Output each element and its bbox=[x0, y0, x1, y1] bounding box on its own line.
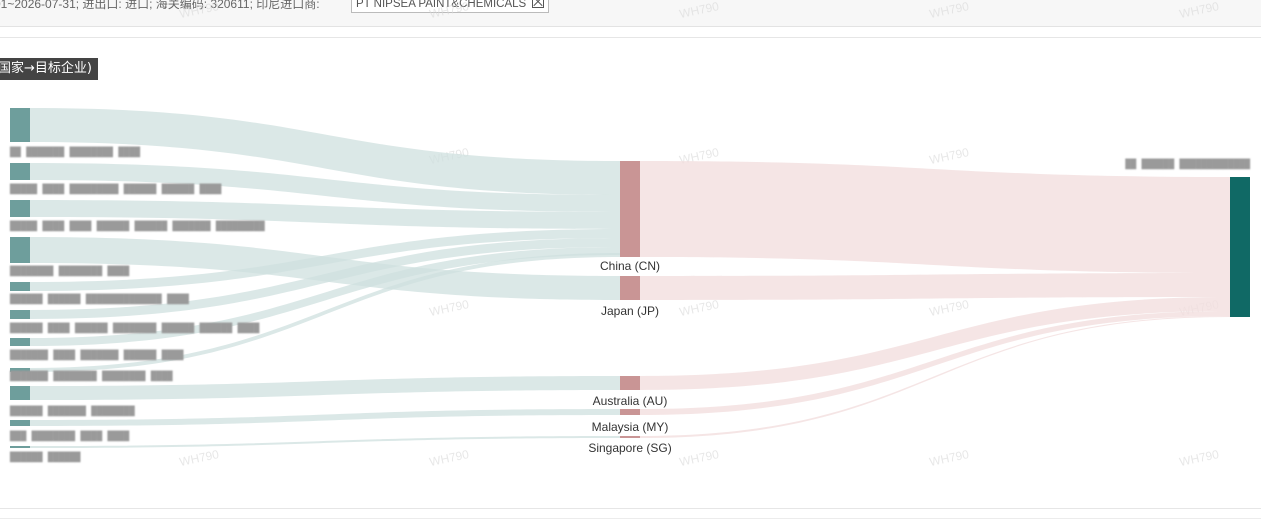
sankey-link bbox=[30, 163, 620, 212]
sankey-link bbox=[30, 108, 620, 195]
source-node[interactable] bbox=[10, 108, 30, 142]
target-node[interactable] bbox=[1230, 177, 1250, 317]
source-label: ██ ███████ ████████ ████ bbox=[9, 146, 141, 158]
source-label: ███ ████████ ████ ████ bbox=[9, 430, 130, 442]
source-node[interactable] bbox=[10, 282, 30, 291]
source-node[interactable] bbox=[10, 420, 30, 426]
sankey-link bbox=[30, 200, 620, 229]
target-label: ██ ██████ █████████████ bbox=[1124, 158, 1250, 170]
source-label: ██████ ███████ ████████ bbox=[9, 405, 135, 417]
source-label: ███████ ████ ███████ ██████ ████ bbox=[9, 349, 184, 361]
chart-title: 国家→目标企业) bbox=[0, 58, 98, 80]
sankey-link bbox=[30, 238, 620, 319]
watermark-text: WH790 bbox=[1178, 0, 1220, 21]
sankey-link bbox=[30, 247, 620, 346]
watermark-text: WH790 bbox=[928, 447, 970, 469]
sankey-link bbox=[30, 229, 620, 291]
filter-bar: 01~2026-07-31; 进出口: 进口; 海关编码: 320611; 印尼… bbox=[0, 0, 1261, 27]
source-node[interactable] bbox=[10, 386, 30, 400]
sankey-link bbox=[30, 409, 620, 426]
source-node[interactable] bbox=[10, 237, 30, 263]
country-label: Japan (JP) bbox=[601, 304, 659, 318]
sankey-link bbox=[640, 273, 1230, 300]
country-label: Singapore (SG) bbox=[588, 441, 671, 455]
source-label: █████ ████ ████ ██████ ██████ ███████ ██… bbox=[9, 220, 265, 232]
watermark-text: WH790 bbox=[678, 297, 720, 319]
watermark-text: WH790 bbox=[928, 0, 970, 21]
source-node[interactable] bbox=[10, 446, 30, 448]
country-label: China (CN) bbox=[600, 259, 660, 273]
source-label: ████████ ████████ ████ bbox=[9, 265, 130, 277]
source-node[interactable] bbox=[10, 163, 30, 180]
divider bbox=[0, 518, 1261, 519]
sankey-link bbox=[30, 436, 620, 448]
importer-filter-chip[interactable]: PT NIPSEA PAINT&CHEMICALS bbox=[351, 0, 550, 13]
sankey-link bbox=[30, 253, 620, 372]
country-node[interactable] bbox=[620, 161, 640, 257]
sankey-link bbox=[640, 161, 1230, 273]
source-node[interactable] bbox=[10, 338, 30, 346]
country-node[interactable] bbox=[620, 276, 640, 300]
filter-summary: 01~2026-07-31; 进出口: 进口; 海关编码: 320611; 印尼… bbox=[0, 0, 320, 11]
sankey-labels: ██ ███████ ████████ ████ █████ ████ █████… bbox=[9, 146, 1251, 463]
source-label: ██████ ██████ ██████████████ ████ bbox=[9, 293, 189, 305]
divider bbox=[0, 37, 1261, 38]
importer-chip-label: PT NIPSEA PAINT&CHEMICALS bbox=[356, 0, 527, 10]
sankey-nodes bbox=[10, 108, 1250, 448]
sankey-link bbox=[640, 297, 1230, 390]
source-node[interactable] bbox=[10, 368, 30, 372]
divider bbox=[0, 508, 1261, 509]
watermark-text: WH790 bbox=[678, 447, 720, 469]
source-node[interactable] bbox=[10, 310, 30, 319]
watermark-text: WH790 bbox=[428, 447, 470, 469]
watermark-text: WH790 bbox=[428, 0, 470, 21]
watermark-text: WH790 bbox=[178, 0, 220, 21]
country-node[interactable] bbox=[620, 409, 640, 415]
sankey-link bbox=[30, 376, 620, 400]
watermark-text: WH790 bbox=[928, 297, 970, 319]
source-node[interactable] bbox=[10, 200, 30, 217]
watermark-text: WH790 bbox=[678, 0, 720, 21]
country-label: Australia (AU) bbox=[593, 394, 668, 408]
source-label: ██████ ██████ bbox=[9, 451, 81, 463]
sankey-link bbox=[30, 237, 620, 300]
watermark-text: WH790 bbox=[428, 297, 470, 319]
watermark-text: WH790 bbox=[928, 145, 970, 167]
close-icon[interactable] bbox=[532, 0, 545, 8]
source-label: ███████ ████████ ████████ ████ bbox=[9, 370, 173, 382]
country-node[interactable] bbox=[620, 376, 640, 390]
watermark-text: WH790 bbox=[1178, 447, 1220, 469]
sankey-links bbox=[30, 108, 1230, 448]
country-node[interactable] bbox=[620, 436, 640, 438]
country-label: Malaysia (MY) bbox=[592, 420, 669, 434]
source-label: ██████ ████ ██████ ████████ ██████ █████… bbox=[9, 322, 260, 334]
sankey-link bbox=[640, 316, 1230, 438]
source-label: █████ ████ █████████ ██████ ██████ ████ bbox=[9, 183, 222, 195]
watermark-text: WH790 bbox=[178, 447, 220, 469]
sankey-link bbox=[640, 311, 1230, 415]
